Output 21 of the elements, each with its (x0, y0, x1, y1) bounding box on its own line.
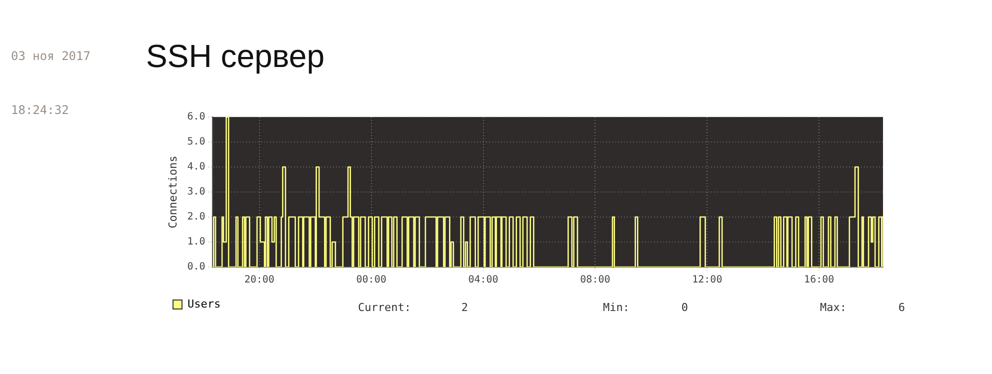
text: 03 ноя 2017 (11, 49, 90, 63)
y-tick-label: 2.0 (187, 212, 206, 223)
text: Max: 6 (820, 301, 905, 314)
y-axis-title: Connections (166, 156, 180, 228)
x-tick-label: 16:00 (804, 274, 834, 286)
y-tick-label: 1.0 (187, 236, 206, 248)
y-tick-label: 5.0 (187, 136, 206, 148)
x-tick-label: 00:00 (356, 274, 386, 286)
legend-label: Users (188, 297, 221, 310)
chart-title: SSH сервер (146, 38, 325, 75)
x-tick-label: 12:00 (692, 274, 722, 286)
text: 18:24:32 (11, 103, 69, 117)
y-tick-label: 4.0 (187, 162, 206, 173)
x-tick-label: 08:00 (580, 274, 610, 286)
x-tick-label: 04:00 (468, 274, 498, 286)
y-tick-label: 6.0 (187, 112, 206, 123)
y-tick-label: 0.0 (187, 262, 206, 273)
y-tick-label: 3.0 (187, 186, 206, 198)
text: Current: 2 (358, 301, 468, 314)
text: Min: 0 (603, 301, 688, 314)
x-tick-label: 20:00 (244, 274, 274, 286)
